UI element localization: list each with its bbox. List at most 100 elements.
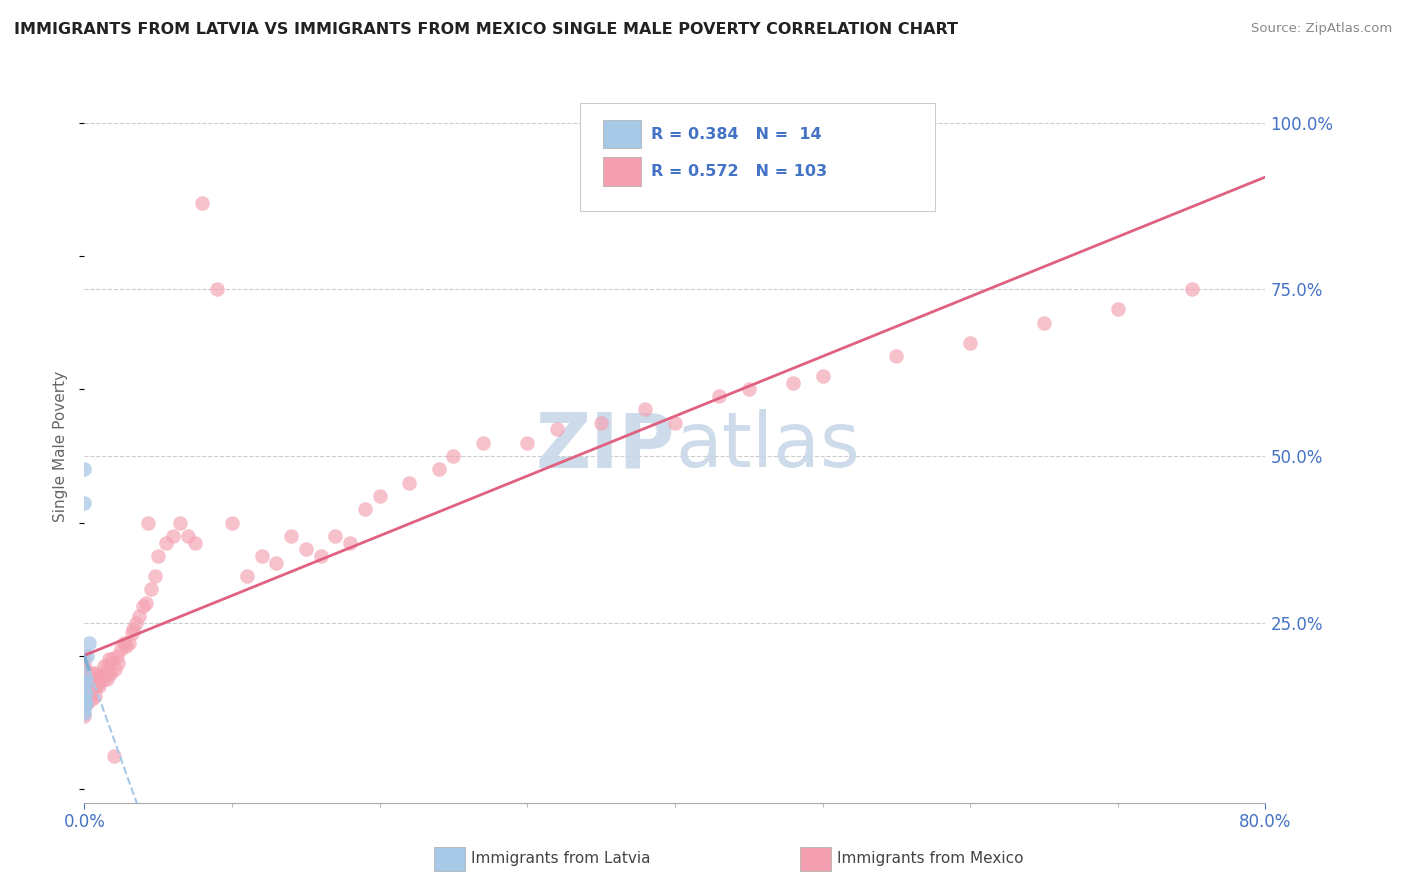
Point: [139, 582, 162, 597]
Point: [368, 489, 391, 503]
Point: [110, 642, 132, 657]
Point: [104, 662, 127, 676]
Point: [98, 652, 121, 666]
Point: [472, 435, 495, 450]
Point: [205, 282, 228, 296]
Point: [73, 709, 96, 723]
Point: [811, 368, 834, 383]
FancyBboxPatch shape: [603, 120, 641, 148]
Point: [516, 435, 538, 450]
Point: [80, 665, 103, 680]
Point: [73, 662, 96, 676]
Point: [73, 669, 96, 683]
Point: [75, 686, 97, 700]
Point: [73, 692, 96, 706]
Point: [76, 675, 98, 690]
Text: ZIP: ZIP: [536, 409, 675, 483]
Point: [107, 656, 129, 670]
Point: [83, 673, 105, 687]
Point: [80, 692, 103, 706]
Point: [782, 376, 804, 390]
Point: [339, 535, 361, 549]
Point: [1032, 316, 1054, 330]
Point: [1107, 302, 1129, 317]
Point: [83, 665, 105, 680]
Point: [546, 422, 568, 436]
Point: [73, 675, 96, 690]
Point: [76, 649, 98, 664]
Point: [169, 516, 191, 530]
Point: [148, 549, 170, 563]
Text: Immigrants from Latvia: Immigrants from Latvia: [471, 851, 651, 865]
Point: [221, 516, 243, 530]
Point: [76, 665, 98, 680]
Point: [354, 502, 377, 516]
Point: [77, 689, 100, 703]
Point: [441, 449, 464, 463]
Point: [125, 615, 148, 630]
Point: [309, 549, 332, 563]
Point: [75, 673, 97, 687]
Point: [132, 599, 155, 613]
Text: atlas: atlas: [675, 409, 859, 483]
Point: [73, 665, 96, 680]
Point: [73, 692, 96, 706]
Point: [1181, 282, 1204, 296]
Point: [236, 569, 259, 583]
Point: [427, 462, 450, 476]
Point: [738, 382, 761, 396]
Text: R = 0.572   N = 103: R = 0.572 N = 103: [651, 164, 827, 178]
Point: [75, 679, 97, 693]
Point: [191, 195, 214, 210]
Point: [101, 652, 124, 666]
Point: [103, 749, 125, 764]
Point: [73, 702, 96, 716]
Point: [162, 529, 184, 543]
Point: [709, 389, 731, 403]
Point: [89, 679, 111, 693]
Point: [114, 639, 136, 653]
Point: [73, 675, 96, 690]
Point: [398, 475, 420, 490]
Point: [93, 659, 115, 673]
Point: [75, 696, 97, 710]
Point: [77, 636, 100, 650]
Point: [86, 675, 108, 690]
Point: [79, 689, 101, 703]
Point: [75, 696, 97, 710]
Point: [84, 673, 107, 687]
Point: [128, 609, 150, 624]
Point: [100, 665, 122, 680]
Point: [76, 696, 98, 710]
Point: [96, 659, 118, 673]
FancyBboxPatch shape: [581, 103, 935, 211]
Point: [80, 679, 103, 693]
Point: [73, 649, 96, 664]
Point: [77, 673, 100, 687]
Y-axis label: Single Male Poverty: Single Male Poverty: [53, 370, 69, 522]
Point: [323, 529, 347, 543]
Point: [591, 416, 613, 430]
FancyBboxPatch shape: [603, 157, 641, 186]
Point: [664, 416, 686, 430]
Point: [73, 496, 96, 510]
Point: [959, 335, 981, 350]
Point: [143, 569, 166, 583]
Point: [177, 529, 200, 543]
Point: [79, 673, 101, 687]
Text: Immigrants from Mexico: Immigrants from Mexico: [837, 851, 1024, 865]
Point: [264, 556, 288, 570]
Point: [75, 692, 97, 706]
Point: [84, 679, 107, 693]
Point: [280, 529, 302, 543]
Point: [634, 402, 657, 417]
Point: [122, 623, 145, 637]
Point: [77, 679, 100, 693]
Point: [73, 686, 96, 700]
Point: [73, 696, 96, 710]
Point: [91, 669, 114, 683]
Point: [73, 462, 96, 476]
Point: [886, 349, 908, 363]
Point: [73, 696, 96, 710]
Point: [82, 679, 104, 693]
